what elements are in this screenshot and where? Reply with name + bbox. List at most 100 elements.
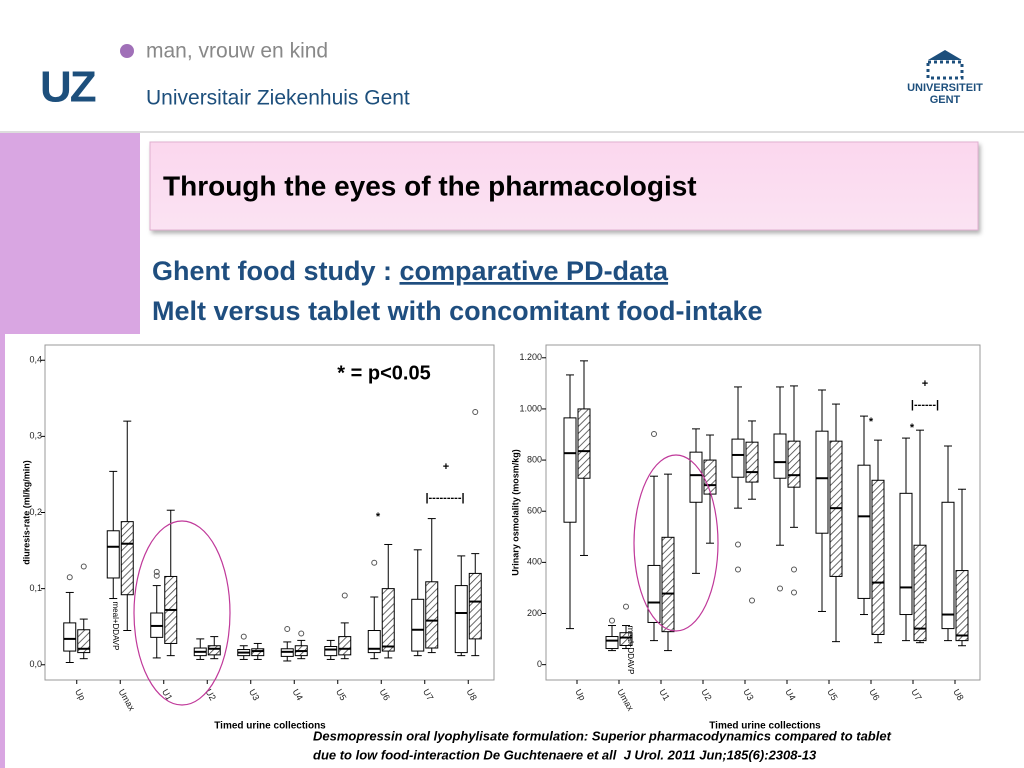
box bbox=[899, 492, 913, 616]
x-tick-label: U4 bbox=[783, 687, 797, 702]
y-tick-label: 1.200 bbox=[519, 352, 542, 362]
box bbox=[731, 438, 745, 478]
citation: due to low food-interaction De Guchtenae… bbox=[313, 747, 817, 762]
outlier bbox=[749, 597, 755, 604]
subtitle-prefix: Ghent food study : bbox=[152, 256, 399, 286]
annotation: * bbox=[869, 416, 874, 428]
x-tick-label: Up bbox=[73, 687, 87, 702]
highlight-ellipse bbox=[133, 520, 231, 706]
y-tick-label: 400 bbox=[527, 557, 542, 567]
x-tick-label: U2 bbox=[699, 687, 713, 702]
university-name: UNIVERSITEIT bbox=[907, 82, 983, 94]
box bbox=[941, 501, 955, 630]
outlier bbox=[735, 541, 741, 548]
university-name: GENT bbox=[930, 94, 961, 106]
x-tick-label: U1 bbox=[657, 687, 671, 702]
annotation: |------| bbox=[911, 399, 939, 411]
box bbox=[773, 433, 787, 479]
outlier bbox=[284, 625, 291, 632]
chart-panel bbox=[500, 336, 992, 740]
box bbox=[251, 648, 265, 657]
box bbox=[815, 430, 829, 534]
box bbox=[454, 585, 468, 654]
subtitle: Ghent food study : comparative PD-data bbox=[152, 256, 669, 286]
x-tick-label: U6 bbox=[867, 687, 881, 702]
box bbox=[871, 479, 885, 635]
x-tick-label: U3 bbox=[247, 687, 261, 702]
subtitle-link: comparative PD-data bbox=[399, 256, 669, 286]
box bbox=[913, 544, 927, 642]
box bbox=[324, 646, 338, 657]
outlier bbox=[298, 630, 305, 637]
x-axis-label: Timed urine collections bbox=[214, 721, 326, 732]
title-box bbox=[149, 141, 979, 231]
box bbox=[619, 632, 633, 646]
box bbox=[955, 570, 969, 642]
box bbox=[689, 451, 703, 503]
title: Through the eyes of the pharmacologist bbox=[163, 170, 697, 201]
outlier bbox=[651, 430, 657, 437]
x-tick-label: U4 bbox=[290, 687, 304, 702]
highlight-ellipse bbox=[633, 454, 719, 632]
subtitle: Melt versus tablet with concomitant food… bbox=[152, 296, 763, 326]
y-tick-label: 200 bbox=[527, 608, 542, 618]
significance-note: * = p<0.05 bbox=[337, 362, 430, 384]
x-tick-label: U6 bbox=[377, 687, 391, 702]
box bbox=[563, 417, 577, 523]
plot-frame bbox=[545, 344, 981, 681]
y-tick-label: 0,4 bbox=[29, 355, 42, 365]
box bbox=[77, 629, 91, 654]
box bbox=[857, 464, 871, 599]
x-tick-label: U5 bbox=[825, 687, 839, 702]
annotation: * bbox=[910, 422, 915, 434]
outlier bbox=[735, 566, 741, 573]
y-tick-label: 800 bbox=[527, 454, 542, 464]
box bbox=[468, 572, 482, 640]
y-tick-label: 600 bbox=[527, 506, 542, 516]
box bbox=[703, 459, 717, 495]
outlier bbox=[80, 563, 87, 570]
box bbox=[120, 521, 134, 596]
outlier bbox=[240, 633, 247, 640]
y-tick-label: 0,1 bbox=[29, 583, 42, 593]
x-tick-label: U8 bbox=[464, 687, 478, 702]
logo-dot bbox=[120, 44, 134, 58]
y-tick-label: 0,2 bbox=[29, 507, 42, 517]
outlier bbox=[609, 617, 615, 624]
box bbox=[106, 530, 120, 579]
y-axis-label: diuresis-rate (ml/kg/min) bbox=[21, 460, 31, 565]
hospital-name: Universitair Ziekenhuis Gent bbox=[146, 87, 410, 110]
x-axis-label: Timed urine collections bbox=[709, 721, 821, 732]
outlier bbox=[791, 566, 797, 573]
vertical-label: meal+DDAVP bbox=[626, 626, 635, 675]
outlier bbox=[341, 592, 348, 599]
box bbox=[367, 630, 381, 654]
chart-panel bbox=[5, 334, 498, 768]
box bbox=[207, 645, 221, 656]
outlier bbox=[153, 572, 160, 579]
outlier bbox=[66, 574, 73, 581]
box bbox=[787, 440, 801, 488]
y-tick-label: 0 bbox=[537, 659, 542, 669]
annotation: + bbox=[443, 461, 449, 473]
header bbox=[0, 0, 1024, 132]
y-tick-label: 0,0 bbox=[29, 659, 42, 669]
outlier bbox=[777, 585, 783, 592]
annotation: * bbox=[376, 511, 381, 523]
annotation: + bbox=[922, 378, 928, 390]
outlier bbox=[623, 603, 629, 610]
x-tick-label: U3 bbox=[741, 687, 755, 702]
box bbox=[338, 636, 352, 656]
x-tick-label: Up bbox=[573, 687, 587, 702]
outlier bbox=[472, 409, 479, 415]
annotation: |---------| bbox=[425, 492, 464, 504]
box bbox=[63, 622, 77, 652]
box bbox=[577, 408, 591, 479]
box bbox=[661, 536, 675, 633]
y-tick-label: 1.000 bbox=[519, 403, 542, 413]
box bbox=[411, 598, 425, 652]
university-logo bbox=[926, 50, 964, 80]
box bbox=[745, 441, 759, 483]
box bbox=[647, 564, 661, 623]
